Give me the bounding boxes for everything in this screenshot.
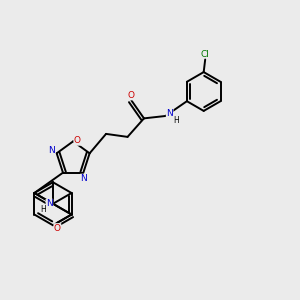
Text: N: N: [48, 146, 55, 155]
Text: O: O: [54, 224, 61, 232]
Text: O: O: [127, 91, 134, 100]
Text: N: N: [81, 174, 87, 183]
Text: H: H: [40, 205, 46, 214]
Text: H: H: [173, 116, 179, 125]
Text: N: N: [166, 109, 173, 118]
Text: Cl: Cl: [201, 50, 210, 59]
Text: O: O: [74, 136, 81, 145]
Text: N: N: [46, 199, 53, 208]
